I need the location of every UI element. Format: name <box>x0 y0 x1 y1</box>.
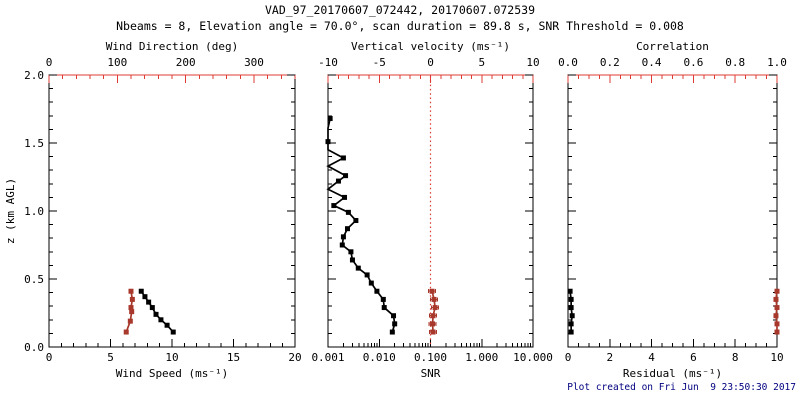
svg-text:10: 10 <box>165 351 178 364</box>
svg-text:200: 200 <box>176 56 196 69</box>
svg-text:1.5: 1.5 <box>24 137 44 150</box>
svg-text:0.8: 0.8 <box>725 56 745 69</box>
series-wind-speed <box>138 288 176 335</box>
svg-text:0.5: 0.5 <box>24 273 44 286</box>
svg-text:10.000: 10.000 <box>513 351 553 364</box>
svg-text:0: 0 <box>565 351 572 364</box>
svg-text:2.0: 2.0 <box>24 69 44 82</box>
svg-text:Vertical velocity (ms⁻¹): Vertical velocity (ms⁻¹) <box>351 40 510 53</box>
svg-text:0.100: 0.100 <box>414 351 447 364</box>
svg-text:0.010: 0.010 <box>363 351 396 364</box>
svg-text:0: 0 <box>46 351 53 364</box>
svg-text:2: 2 <box>606 351 613 364</box>
svg-text:10: 10 <box>526 56 539 69</box>
series-snr-profile <box>325 116 398 335</box>
plot-title: VAD_97_20170607_072442, 20170607.072539 <box>264 3 536 17</box>
svg-text:5: 5 <box>107 351 114 364</box>
svg-text:0.001: 0.001 <box>311 351 344 364</box>
svg-text:0.0: 0.0 <box>24 341 44 354</box>
panel-wind: 0 5 10 15 20 Wind Speed (ms⁻¹) 0 100 200 300 Wind … <box>24 40 302 380</box>
svg-text:1.0: 1.0 <box>767 56 787 69</box>
svg-text:300: 300 <box>244 56 264 69</box>
svg-text:1.0: 1.0 <box>24 205 44 218</box>
svg-text:5: 5 <box>478 56 485 69</box>
svg-text:-5: -5 <box>373 56 386 69</box>
svg-text:0: 0 <box>46 56 53 69</box>
series-correlation <box>773 288 780 335</box>
svg-text:15: 15 <box>227 351 240 364</box>
svg-text:8: 8 <box>732 351 739 364</box>
svg-text:0.2: 0.2 <box>600 56 620 69</box>
svg-text:10: 10 <box>770 351 783 364</box>
svg-text:Wind Direction (deg): Wind Direction (deg) <box>106 40 238 53</box>
svg-text:0: 0 <box>427 56 434 69</box>
svg-text:Wind Speed (ms⁻¹): Wind Speed (ms⁻¹) <box>116 367 229 380</box>
panel-snr: 0.001 0.010 0.100 1.000 10.000 SNR -10 -5 0 5 10 Ve… <box>311 40 552 380</box>
plot-subtitle: Nbeams = 8, Elevation angle = 70.0°, sca… <box>116 19 684 33</box>
svg-text:20: 20 <box>288 351 301 364</box>
svg-text:SNR: SNR <box>421 367 441 380</box>
svg-text:Correlation: Correlation <box>636 40 709 53</box>
svg-text:6: 6 <box>690 351 697 364</box>
svg-text:0.6: 0.6 <box>683 56 703 69</box>
svg-text:100: 100 <box>107 56 127 69</box>
svg-text:1.000: 1.000 <box>465 351 498 364</box>
series-residual <box>567 288 575 335</box>
series-vertical-velocity <box>427 288 440 335</box>
svg-text:4: 4 <box>648 351 655 364</box>
svg-text:Residual (ms⁻¹): Residual (ms⁻¹) <box>623 367 722 380</box>
panel-residual: 0 2 4 6 8 10 Residual (ms⁻¹) 0.0 0.2 0.4 0.6 0.8 1.0… <box>558 40 787 380</box>
y-axis-title: z (km AGL) <box>4 178 17 244</box>
svg-text:0.0: 0.0 <box>558 56 578 69</box>
svg-text:-10: -10 <box>318 56 338 69</box>
svg-text:0.4: 0.4 <box>642 56 662 69</box>
series-wind-direction <box>123 288 135 335</box>
plot-created-timestamp: Plot created on Fri Jun 9 23:50:30 2017 <box>567 382 796 393</box>
